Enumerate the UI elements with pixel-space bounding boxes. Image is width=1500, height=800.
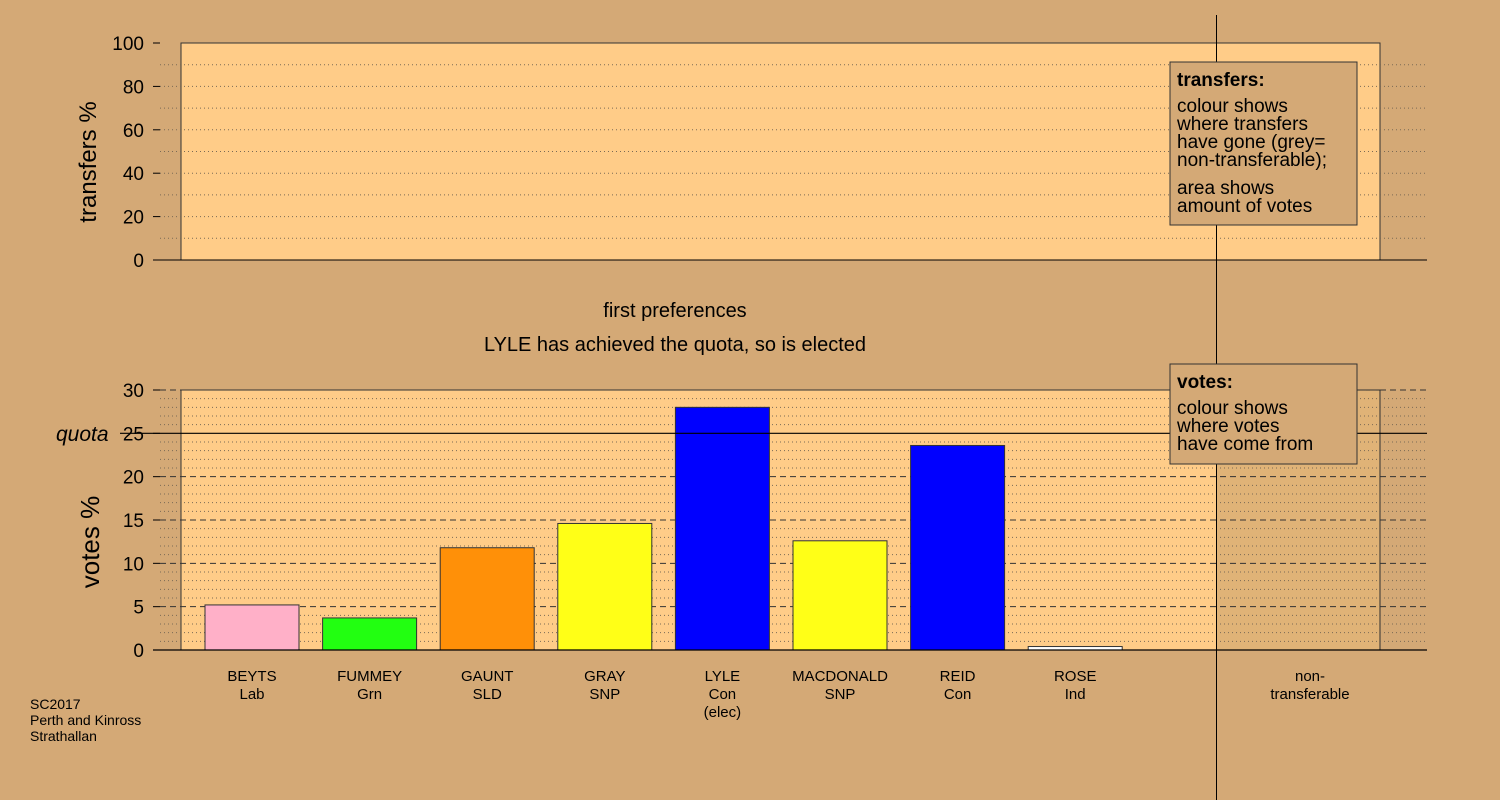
candidate-name: REID [940, 668, 976, 685]
transfers-legend-line: colour shows [1177, 96, 1288, 117]
votes-tick-label: 25 [123, 424, 144, 445]
vote-bars [120, 406, 1427, 651]
transfers-axis-ticks: 0 20 40 60 80 100 [112, 34, 1427, 272]
vote-bar-fummey [322, 617, 418, 651]
votes-legend-line: have come from [1177, 434, 1313, 455]
votes-tick-label: 10 [123, 554, 144, 575]
vote-bar-gray [557, 522, 653, 651]
candidate-labels: BEYTSLabFUMMEYGrnGAUNTSLDGRAYSNPLYLECon(… [227, 668, 1349, 721]
candidate-name: GRAY [584, 668, 625, 685]
candidate-name: GAUNT [461, 668, 514, 685]
candidate-party: SLD [473, 686, 502, 703]
quota-label: quota [56, 423, 109, 446]
candidate-party: Con [709, 686, 737, 703]
transfers-axis-title: transfers % [75, 101, 102, 222]
vote-bar-lyle [674, 406, 770, 651]
votes-legend-line: where votes [1176, 416, 1279, 437]
transfers-legend-line: non-transferable); [1177, 150, 1327, 171]
candidate-party: SNP [589, 686, 620, 703]
vote-bar-macdonald [792, 540, 888, 651]
status-message: LYLE has achieved the quota, so is elect… [484, 334, 866, 356]
candidate-name: ROSE [1054, 668, 1097, 685]
transfers-tick-label: 60 [123, 121, 144, 142]
votes-tick-label: 30 [123, 381, 144, 402]
transfers-legend-line: where transfers [1176, 114, 1308, 135]
candidate-name: BEYTS [227, 668, 276, 685]
votes-legend-title: votes: [1177, 372, 1233, 393]
transfers-tick-label: 20 [123, 208, 144, 229]
non-transferable-label: non- [1295, 668, 1325, 685]
votes-legend-line: colour shows [1177, 398, 1288, 419]
transfers-legend-line: amount of votes [1177, 196, 1312, 217]
candidate-party: SNP [825, 686, 856, 703]
stage-heading: first preferences [603, 300, 746, 322]
votes-axis-title: votes % [75, 496, 105, 589]
candidate-name: LYLE [705, 668, 741, 685]
candidate-party: Lab [239, 686, 264, 703]
vote-bar-beyts [204, 604, 300, 651]
footer-line: Strathallan [30, 728, 97, 744]
candidate-name: MACDONALD [792, 668, 888, 685]
candidate-party: Ind [1065, 686, 1086, 703]
candidate-party: Grn [357, 686, 382, 703]
transfers-legend-line: area shows [1177, 178, 1274, 199]
votes-tick-label: 5 [133, 598, 144, 619]
votes-axis-ticks: 0 5 10 15 20 25 30 [123, 381, 1427, 662]
votes-tick-label: 0 [133, 641, 144, 662]
vote-bar-gaunt [439, 547, 535, 651]
transfers-legend-line: have gone (grey= [1177, 132, 1325, 153]
footer-line: SC2017 [30, 696, 81, 712]
transfers-tick-label: 0 [133, 251, 144, 272]
vote-bar-reid [910, 444, 1006, 651]
transfers-tick-label: 40 [123, 164, 144, 185]
votes-tick-label: 20 [123, 468, 144, 489]
candidate-note: (elec) [704, 704, 742, 721]
transfers-legend-title: transfers: [1177, 70, 1265, 91]
candidate-name: FUMMEY [337, 668, 402, 685]
votes-tick-label: 15 [123, 511, 144, 532]
non-transferable-label: transferable [1270, 686, 1349, 703]
votes-legend-box [1169, 363, 1358, 465]
footer-line: Perth and Kinross [30, 712, 141, 728]
transfers-legend-box [1169, 61, 1358, 226]
transfers-tick-label: 80 [123, 77, 144, 98]
transfers-tick-label: 100 [112, 34, 144, 55]
candidate-party: Con [944, 686, 972, 703]
